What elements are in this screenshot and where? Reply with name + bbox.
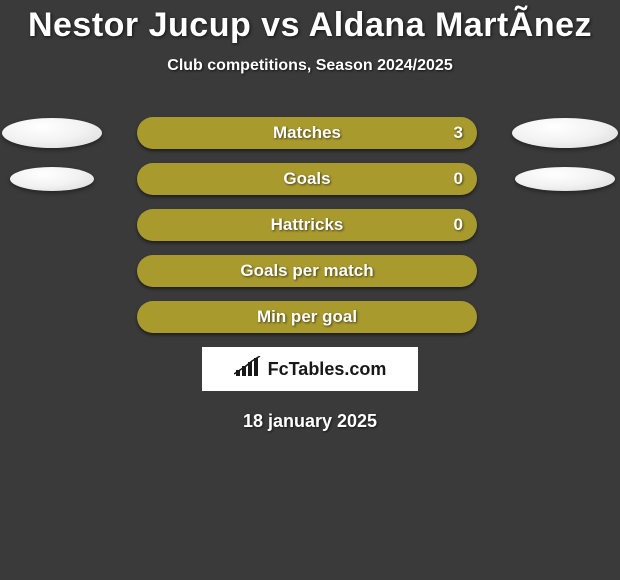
subtitle: Club competitions, Season 2024/2025 [0,57,620,75]
stat-bar: Min per goal [137,301,477,333]
page-title: Nestor Jucup vs Aldana MartÃ­nez [0,6,620,45]
stat-bar: Matches 3 [137,117,477,149]
stat-row: Goals per match [0,255,620,287]
date-text: 18 january 2025 [0,411,620,432]
stat-label: Matches [273,123,341,143]
ellipse-icon [515,167,615,191]
bar-wrap: Goals per match [104,255,510,287]
bar-chart-icon [234,356,262,383]
bar-wrap: Matches 3 [104,117,510,149]
stat-label: Hattricks [271,215,344,235]
logo-text: FcTables.com [268,359,387,380]
right-value-shape [510,167,620,191]
stat-row: Min per goal [0,301,620,333]
stat-bar: Goals per match [137,255,477,287]
ellipse-icon [10,167,94,191]
stat-bar: Goals 0 [137,163,477,195]
stat-right-value: 0 [454,169,463,189]
left-value-shape [0,167,104,191]
stat-bar: Hattricks 0 [137,209,477,241]
stat-row: Matches 3 [0,117,620,149]
ellipse-icon [512,118,618,148]
logo-box[interactable]: FcTables.com [202,347,418,391]
stat-row: Hattricks 0 [0,209,620,241]
stat-rows: Matches 3 Goals 0 [0,117,620,333]
stat-row: Goals 0 [0,163,620,195]
left-value-shape [0,118,104,148]
stat-label: Goals per match [240,261,373,281]
stat-right-value: 3 [454,123,463,143]
stat-label: Goals [283,169,330,189]
ellipse-icon [2,118,102,148]
bar-wrap: Hattricks 0 [104,209,510,241]
right-value-shape [510,118,620,148]
bar-wrap: Goals 0 [104,163,510,195]
stats-comparison-card: Nestor Jucup vs Aldana MartÃ­nez Club co… [0,0,620,432]
stat-right-value: 0 [454,215,463,235]
stat-label: Min per goal [257,307,357,327]
bar-wrap: Min per goal [104,301,510,333]
